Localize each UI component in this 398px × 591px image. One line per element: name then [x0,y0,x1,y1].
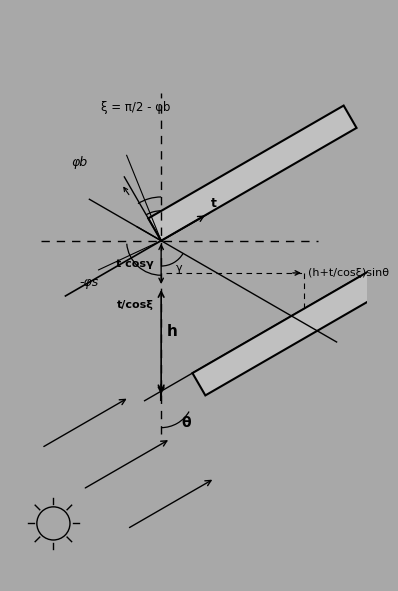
Polygon shape [148,106,357,241]
Text: h: h [167,324,178,339]
Polygon shape [193,260,398,395]
Text: t: t [211,197,217,210]
Text: φb: φb [71,156,88,169]
Text: (h+t/cosξ)sinθ: (h+t/cosξ)sinθ [308,268,390,278]
Text: t cosγ: t cosγ [116,259,154,269]
Text: -φs: -φs [79,275,99,288]
Text: θ: θ [181,416,191,430]
Text: t/cosξ: t/cosξ [117,300,154,310]
Text: γ: γ [176,264,183,273]
Text: ξ = π/2 - φb: ξ = π/2 - φb [101,100,171,113]
